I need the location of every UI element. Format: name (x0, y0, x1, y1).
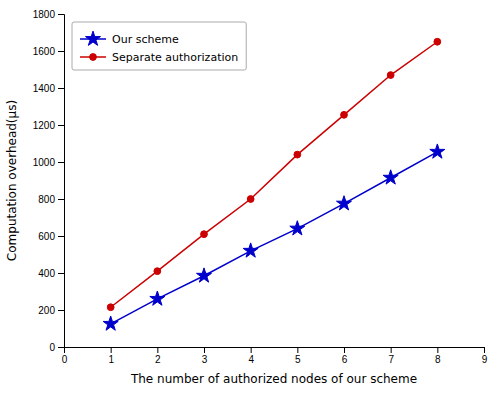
x-axis-tick-mark (391, 347, 392, 353)
chart: 0 1 2 3 4 5 6 7 8 9 0 200 400 600 800 1000 1200 1400 1600 1… (0, 0, 500, 393)
x-axis-tick: 3 (202, 347, 208, 365)
series-marker (383, 170, 398, 184)
legend-marker (85, 31, 100, 45)
x-axis-tick-label: 4 (248, 354, 254, 365)
x-axis-tick-mark (437, 347, 438, 353)
y-axis-tick-label: 1400 (33, 83, 56, 94)
series-marker (150, 291, 165, 305)
legend-marker (90, 54, 97, 61)
x-axis-tick-mark (344, 347, 345, 353)
y-axis-tick-label: 1600 (33, 46, 56, 57)
y-axis-tick-mark (58, 273, 64, 274)
series-marker (243, 243, 258, 257)
x-axis-line (65, 348, 485, 354)
x-axis-tick: 8 (435, 347, 441, 365)
x-axis-tick-mark (111, 347, 112, 353)
y-axis-tick: 600 (38, 231, 64, 242)
series-marker (196, 268, 211, 282)
y-axis-tick: 200 (38, 305, 64, 316)
y-axis-tick-mark (58, 162, 64, 163)
y-axis-tick-label: 800 (38, 194, 55, 205)
x-axis-tick: 7 (388, 347, 394, 365)
y-axis-tick: 1600 (33, 46, 64, 57)
y-axis-tick-mark (58, 51, 64, 52)
series-marker (294, 151, 301, 158)
x-axis-tick-label: 5 (295, 354, 301, 365)
x-axis-tick-label: 2 (155, 354, 161, 365)
y-axis-tick-mark (58, 236, 64, 237)
x-axis: 0 1 2 3 4 5 6 7 8 9 (62, 347, 488, 365)
y-axis-tick-label: 400 (38, 268, 55, 279)
series-marker (387, 72, 394, 79)
x-axis-tick-label: 7 (388, 354, 394, 365)
y-axis-tick: 1000 (33, 157, 64, 168)
y-axis-tick-mark (58, 199, 64, 200)
x-axis-title: The number of authorized nodes of our sc… (130, 372, 417, 386)
legend-item: Separate authorization (80, 51, 238, 64)
y-axis-tick-mark (58, 310, 64, 311)
x-axis-tick: 1 (108, 347, 114, 365)
series-line (111, 42, 438, 307)
legend-item: Our scheme (80, 31, 179, 46)
x-axis-tick: 2 (155, 347, 161, 365)
series-marker (434, 38, 441, 45)
x-axis-tick: 0 (62, 347, 68, 365)
y-axis-tick: 1800 (33, 9, 64, 20)
x-axis-tick-mark (204, 347, 205, 353)
y-axis-tick-label: 200 (38, 305, 55, 316)
x-axis-tick-label: 3 (202, 354, 208, 365)
series-marker (103, 316, 118, 330)
x-axis-tick-mark (484, 347, 485, 353)
series-marker (154, 268, 161, 275)
x-axis-tick-mark (251, 347, 252, 353)
series-marker (107, 304, 114, 311)
x-axis-tick-label: 8 (435, 354, 441, 365)
series-marker (290, 221, 305, 235)
x-axis-tick-label: 6 (342, 354, 348, 365)
x-axis-tick-label: 0 (62, 354, 68, 365)
y-axis-tick: 800 (38, 194, 64, 205)
x-axis-tick: 9 (482, 347, 488, 365)
series-marker (341, 111, 348, 118)
y-axis-tick-label: 1200 (33, 120, 56, 131)
y-axis-tick: 1400 (33, 83, 64, 94)
y-axis-tick-mark (58, 347, 64, 348)
x-axis-tick: 6 (342, 347, 348, 365)
series-marker (430, 144, 445, 158)
y-axis-title: Computation overhead(μs) (5, 100, 19, 261)
x-axis-tick: 4 (248, 347, 254, 365)
x-axis-tick-mark (157, 347, 158, 353)
legend-label: Separate authorization (112, 51, 238, 64)
series-marker (336, 196, 351, 210)
x-axis-tick-label: 1 (108, 354, 114, 365)
y-axis-tick-label: 0 (49, 342, 55, 353)
y-axis-tick: 1200 (33, 120, 64, 131)
y-axis-tick-mark (58, 88, 64, 89)
legend-box (72, 22, 246, 70)
y-axis-tick-label: 600 (38, 231, 55, 242)
y-axis: 0 200 400 600 800 1000 1200 1400 1600 1800 (33, 9, 65, 353)
series-marker (201, 231, 208, 238)
y-axis-tick: 0 (49, 342, 64, 353)
y-axis-tick-label: 1800 (33, 9, 56, 20)
series-marker (247, 196, 254, 203)
marks (103, 38, 445, 330)
x-axis-tick-mark (297, 347, 298, 353)
y-axis-tick-label: 1000 (33, 157, 56, 168)
x-axis-tick: 5 (295, 347, 301, 365)
legend: Our scheme Separate authorization (72, 22, 246, 70)
y-axis-tick: 400 (38, 268, 64, 279)
y-axis-tick-mark (58, 14, 64, 15)
legend-label: Our scheme (112, 33, 179, 46)
y-axis-tick-mark (58, 125, 64, 126)
x-axis-tick-label: 9 (482, 354, 488, 365)
y-axis-line (58, 15, 65, 348)
plot: 0 1 2 3 4 5 6 7 8 9 0 200 400 600 800 1000 1200 1400 1600 1… (33, 9, 488, 365)
